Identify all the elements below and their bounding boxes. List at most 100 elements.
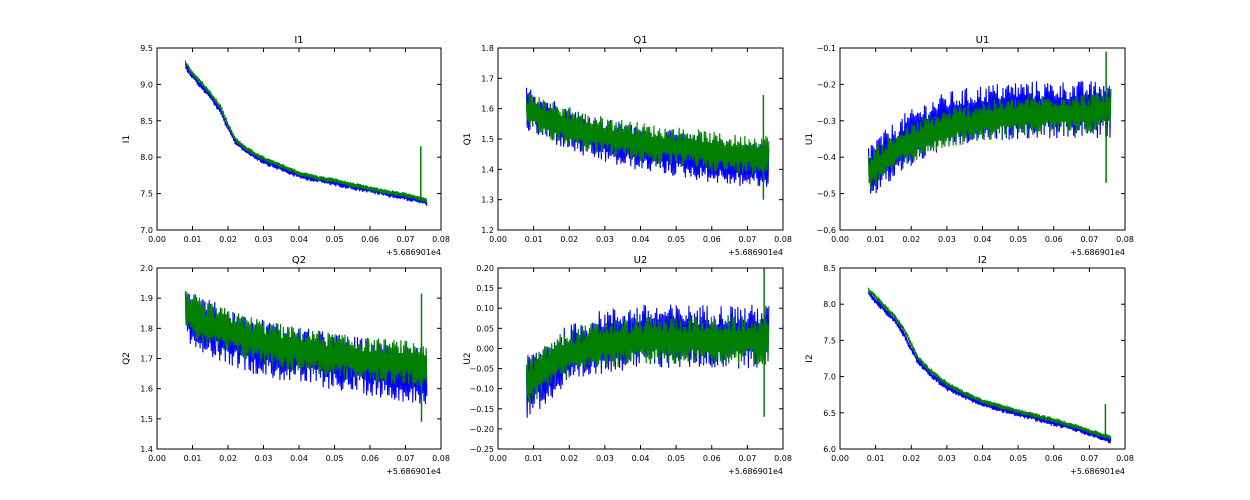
x-tick-label: 0.02 bbox=[902, 454, 920, 463]
y-tick-label: 8.5 bbox=[823, 264, 836, 273]
x-tick-label: 0.01 bbox=[184, 235, 202, 244]
series-line-2 bbox=[867, 287, 1112, 440]
subplot-title: U2 bbox=[634, 255, 648, 266]
y-tick-label: 1.2 bbox=[481, 226, 494, 235]
subplot-q1: 0.00 0.01 0.02 0.03 0.04 0.05 0.06 0.07 0.08 1.2 1… bbox=[463, 35, 792, 257]
x-tick-label: 0.05 bbox=[1009, 235, 1027, 244]
x-tick-label: 0.05 bbox=[667, 235, 685, 244]
series-line-2 bbox=[525, 316, 770, 404]
y-tick-label: 0.10 bbox=[476, 304, 494, 313]
y-tick-label: −0.25 bbox=[469, 445, 494, 454]
y-tick-label: −0.1 bbox=[817, 44, 836, 53]
y-tick-label: 7.5 bbox=[823, 336, 836, 345]
x-tick-label: 0.00 bbox=[148, 454, 166, 463]
x-tick-label: 0.02 bbox=[219, 454, 237, 463]
x-tick-label: 0.06 bbox=[361, 235, 379, 244]
series-line-2 bbox=[184, 290, 428, 387]
series-line-2 bbox=[184, 60, 428, 204]
x-tick-label: 0.07 bbox=[738, 235, 756, 244]
series-line-1 bbox=[184, 63, 428, 206]
y-tick-label: 1.8 bbox=[481, 44, 494, 53]
x-offset-label: +5.686901e4 bbox=[728, 467, 783, 476]
y-tick-label: 1.3 bbox=[481, 196, 494, 205]
y-tick-label: −0.3 bbox=[817, 117, 836, 126]
y-axis-label: I1 bbox=[122, 135, 132, 143]
x-tick-label: 0.08 bbox=[774, 454, 792, 463]
x-tick-label: 0.05 bbox=[1009, 454, 1027, 463]
y-tick-label: 1.4 bbox=[481, 165, 494, 174]
series-line-1 bbox=[867, 291, 1112, 444]
x-tick-label: 0.04 bbox=[632, 235, 650, 244]
y-tick-label: −0.15 bbox=[469, 405, 494, 414]
x-tick-label: 0.08 bbox=[432, 454, 450, 463]
x-tick-label: 0.06 bbox=[361, 454, 379, 463]
y-axis-label: U2 bbox=[463, 352, 473, 364]
plot-area bbox=[525, 268, 770, 418]
x-tick-label: 0.03 bbox=[255, 454, 273, 463]
x-tick-label: 0.06 bbox=[1045, 454, 1063, 463]
x-offset-label: +5.686901e4 bbox=[386, 248, 441, 257]
subplot-title: U1 bbox=[976, 35, 990, 46]
subplot-u1: 0.00 0.01 0.02 0.03 0.04 0.05 0.06 0.07 0.08 −0.6… bbox=[805, 35, 1134, 257]
y-tick-label: 1.7 bbox=[140, 355, 153, 364]
x-tick-label: 0.01 bbox=[525, 235, 543, 244]
y-axis-label: Q2 bbox=[122, 352, 132, 365]
y-tick-label: 1.6 bbox=[481, 105, 494, 114]
y-axis-label: U1 bbox=[805, 133, 815, 145]
y-tick-label: 7.5 bbox=[140, 190, 153, 199]
x-tick-label: 0.04 bbox=[974, 454, 992, 463]
x-offset-label: +5.686901e4 bbox=[1070, 248, 1125, 257]
y-tick-label: 6.5 bbox=[823, 409, 836, 418]
subplot-title: Q1 bbox=[633, 35, 647, 46]
plot-area bbox=[867, 287, 1112, 444]
x-tick-label: 0.08 bbox=[432, 235, 450, 244]
x-tick-label: 0.07 bbox=[738, 454, 756, 463]
x-tick-label: 0.05 bbox=[326, 235, 344, 244]
y-tick-label: 2.0 bbox=[140, 264, 153, 273]
x-tick-label: 0.08 bbox=[774, 235, 792, 244]
x-tick-label: 0.00 bbox=[489, 454, 507, 463]
subplot-i2: 0.00 0.01 0.02 0.03 0.04 0.05 0.06 0.07 0.08 6.0 6… bbox=[805, 255, 1134, 476]
y-tick-label: 9.0 bbox=[140, 80, 153, 89]
y-tick-label: −0.2 bbox=[817, 80, 836, 89]
subplot-u2: 0.00 0.01 0.02 0.03 0.04 0.05 0.06 0.07 0.08 −0.2… bbox=[463, 255, 792, 476]
plot-area bbox=[525, 87, 770, 200]
y-tick-label: 7.0 bbox=[140, 226, 153, 235]
y-tick-label: 0.05 bbox=[476, 324, 494, 333]
x-tick-label: 0.04 bbox=[632, 454, 650, 463]
y-axis-label: I2 bbox=[805, 354, 815, 362]
x-offset-label: +5.686901e4 bbox=[1070, 467, 1125, 476]
x-tick-label: 0.07 bbox=[397, 235, 415, 244]
x-tick-label: 0.01 bbox=[184, 454, 202, 463]
plot-area bbox=[867, 51, 1112, 194]
series-line-2 bbox=[525, 94, 770, 174]
x-tick-label: 0.04 bbox=[290, 454, 308, 463]
x-tick-label: 0.03 bbox=[255, 235, 273, 244]
axes-frame bbox=[156, 47, 442, 231]
x-tick-label: 0.00 bbox=[489, 235, 507, 244]
x-tick-label: 0.02 bbox=[560, 454, 578, 463]
x-tick-label: 0.08 bbox=[1116, 454, 1134, 463]
x-tick-label: 0.08 bbox=[1116, 235, 1134, 244]
x-tick-label: 0.04 bbox=[974, 235, 992, 244]
series-line-2 bbox=[867, 89, 1112, 190]
y-tick-label: 7.0 bbox=[823, 373, 836, 382]
y-tick-label: −0.5 bbox=[817, 190, 836, 199]
x-tick-label: 0.07 bbox=[1080, 454, 1098, 463]
subplot-i1: 0.00 0.01 0.02 0.03 0.04 0.05 0.06 0.07 0.08 7.0 7… bbox=[122, 35, 450, 257]
x-tick-label: 0.00 bbox=[148, 235, 166, 244]
subplot-title: I2 bbox=[978, 255, 987, 266]
x-tick-label: 0.03 bbox=[938, 235, 956, 244]
y-tick-label: 1.4 bbox=[140, 445, 153, 454]
x-tick-label: 0.04 bbox=[290, 235, 308, 244]
y-axis-label: Q1 bbox=[463, 133, 473, 146]
x-tick-label: 0.02 bbox=[560, 235, 578, 244]
x-tick-label: 0.01 bbox=[525, 454, 543, 463]
subplot-title: Q2 bbox=[292, 255, 306, 266]
x-tick-label: 0.05 bbox=[326, 454, 344, 463]
y-tick-label: 1.5 bbox=[140, 415, 153, 424]
y-tick-label: −0.05 bbox=[469, 365, 494, 374]
subplot-title: I1 bbox=[294, 35, 303, 46]
x-tick-label: 0.00 bbox=[831, 235, 849, 244]
